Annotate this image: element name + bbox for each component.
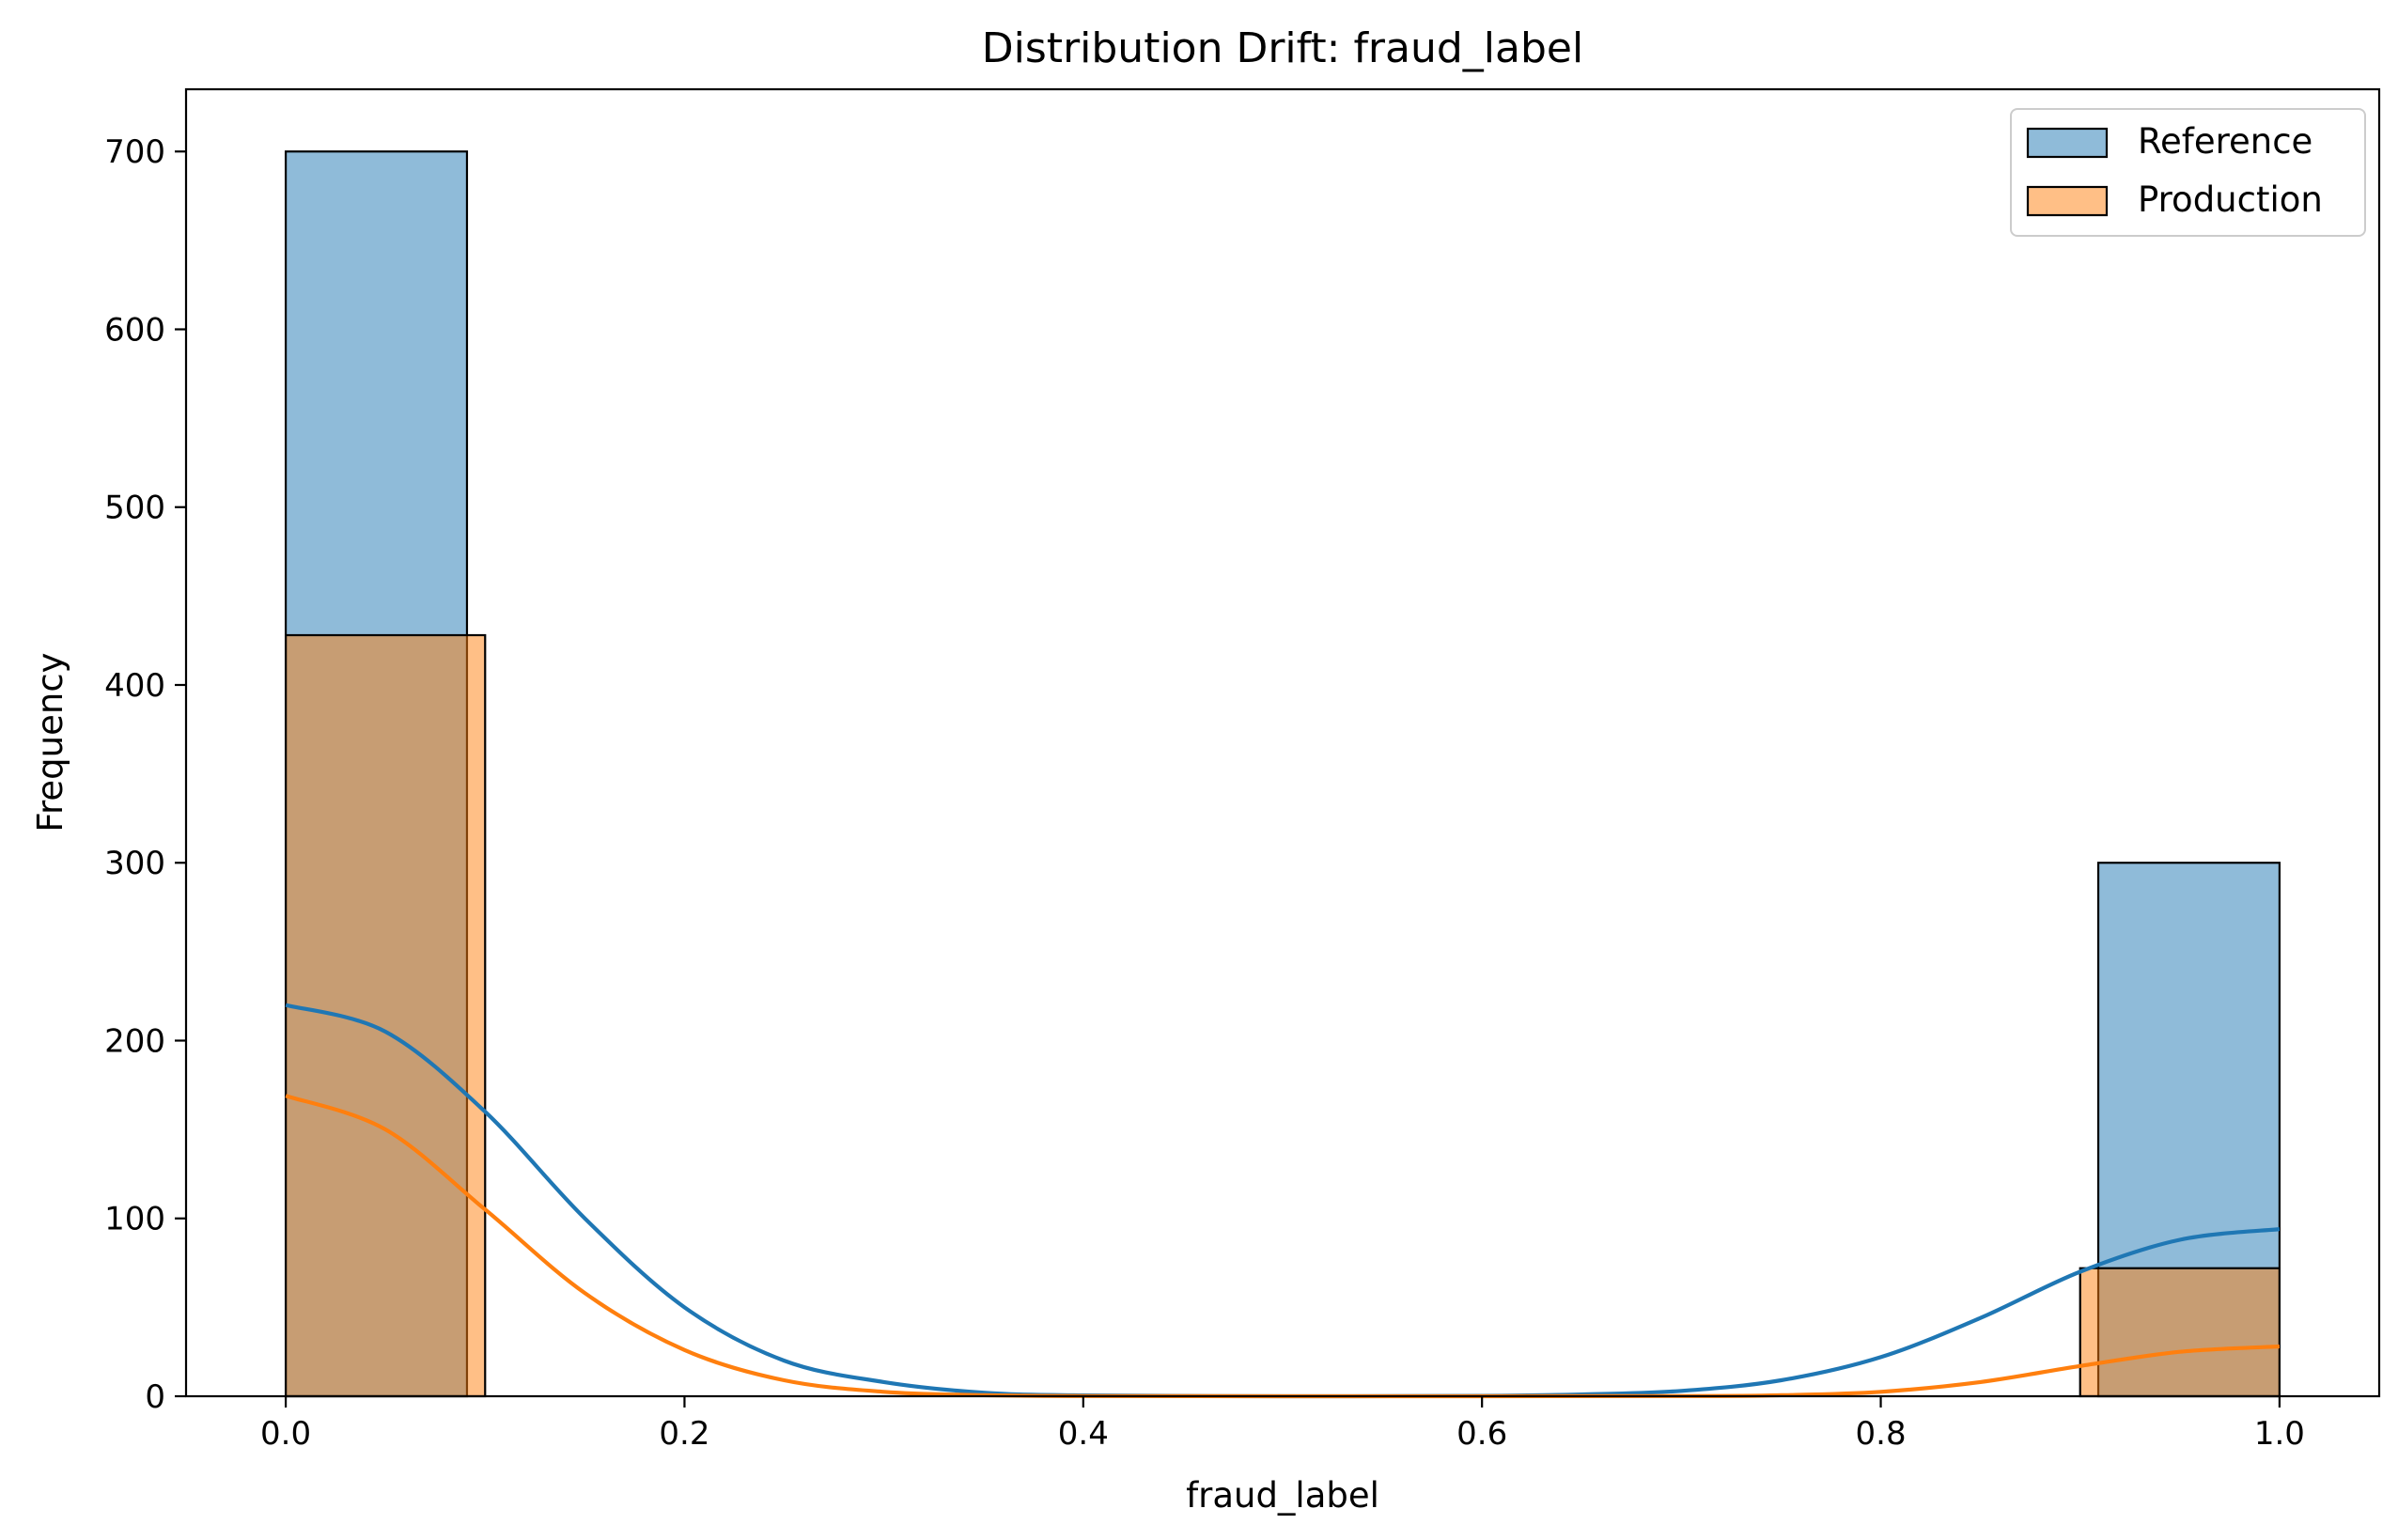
- legend-swatch-production: [2026, 185, 2109, 217]
- legend: Reference Production: [2010, 108, 2366, 237]
- x-tick-label: 0.0: [260, 1415, 311, 1453]
- y-tick-label: 0: [145, 1378, 165, 1416]
- legend-label-production: Production: [2138, 179, 2323, 220]
- axes-frame: [184, 87, 2381, 1398]
- production-bar-1: [2079, 1267, 2281, 1398]
- chart-title: Distribution Drift: fraud_label: [982, 24, 1583, 72]
- y-tick-label: 600: [104, 311, 165, 349]
- y-tick-label: 700: [104, 133, 165, 171]
- plot-area: [284, 150, 2281, 1399]
- production-bar-0: [284, 633, 487, 1398]
- x-tick-label: 1.0: [2254, 1415, 2305, 1453]
- x-tick-label: 0.6: [1456, 1415, 1507, 1453]
- y-tick-label: 300: [104, 845, 165, 882]
- y-axis-ticks: 0 100 200 300 400 500 600 700: [104, 133, 186, 1416]
- x-tick-label: 0.4: [1058, 1415, 1109, 1453]
- legend-label-reference: Reference: [2138, 121, 2312, 162]
- x-tick-label: 0.2: [659, 1415, 709, 1453]
- legend-swatch-reference: [2026, 127, 2109, 159]
- y-tick-label: 500: [104, 490, 165, 527]
- y-tick-label: 200: [104, 1022, 165, 1060]
- x-axis-label: fraud_label: [1186, 1475, 1379, 1516]
- y-tick-label: 100: [104, 1201, 165, 1238]
- production-bars: [284, 633, 2281, 1398]
- x-tick-label: 0.8: [1856, 1415, 1907, 1453]
- y-axis-label: Frequency: [30, 652, 70, 832]
- x-axis-ticks: 0.0 0.2 0.4 0.6 0.8 1.0: [260, 1396, 2305, 1453]
- y-tick-label: 400: [104, 667, 165, 705]
